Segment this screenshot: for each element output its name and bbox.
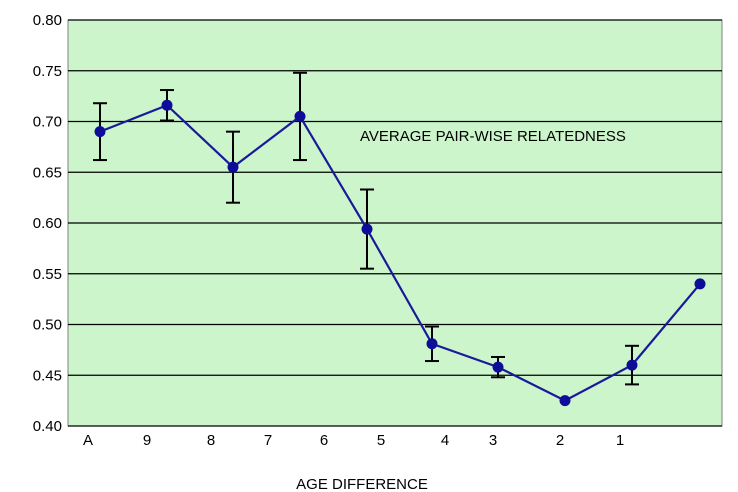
x-tick-label: 1 bbox=[616, 432, 624, 449]
x-axis-tick-labels: A 9 8 7 6 5 4 3 2 1 bbox=[83, 432, 624, 449]
x-tick-label: A bbox=[83, 432, 93, 449]
y-tick-label: 0.70 bbox=[33, 114, 62, 131]
data-point bbox=[559, 395, 571, 407]
series-line bbox=[99, 103, 701, 402]
data-point bbox=[227, 161, 239, 173]
x-tick-label: 9 bbox=[143, 432, 151, 449]
data-point bbox=[492, 361, 504, 373]
y-tick-label: 0.50 bbox=[33, 317, 62, 334]
data-point bbox=[626, 359, 638, 371]
x-tick-label: 7 bbox=[264, 432, 272, 449]
x-tick-label: 5 bbox=[377, 432, 385, 449]
data-point bbox=[426, 338, 438, 350]
x-tick-label: 3 bbox=[489, 432, 497, 449]
y-axis-tick-labels: 0.40 0.45 0.50 0.55 0.60 0.65 0.70 0.75 0.80 bbox=[33, 12, 62, 435]
data-point bbox=[94, 126, 106, 138]
x-tick-label: 8 bbox=[207, 432, 215, 449]
y-tick-label: 0.65 bbox=[33, 164, 62, 181]
data-point bbox=[694, 278, 706, 290]
y-tick-label: 0.75 bbox=[33, 63, 62, 80]
data-points bbox=[94, 99, 706, 407]
data-point bbox=[361, 223, 373, 235]
data-point bbox=[294, 110, 306, 122]
x-tick-label: 4 bbox=[441, 432, 449, 449]
x-axis-title: AGE DIFFERENCE bbox=[296, 476, 428, 492]
x-tick-label: 6 bbox=[320, 432, 328, 449]
chart-annotation: AVERAGE PAIR-WISE RELATEDNESS bbox=[360, 128, 626, 145]
data-point bbox=[161, 99, 173, 111]
y-tick-label: 0.40 bbox=[33, 418, 62, 435]
y-tick-label: 0.60 bbox=[33, 215, 62, 232]
gridlines bbox=[68, 19, 722, 427]
x-tick-label: 2 bbox=[556, 432, 564, 449]
y-tick-label: 0.45 bbox=[33, 367, 62, 384]
y-tick-label: 0.80 bbox=[33, 12, 62, 29]
y-tick-label: 0.55 bbox=[33, 266, 62, 283]
